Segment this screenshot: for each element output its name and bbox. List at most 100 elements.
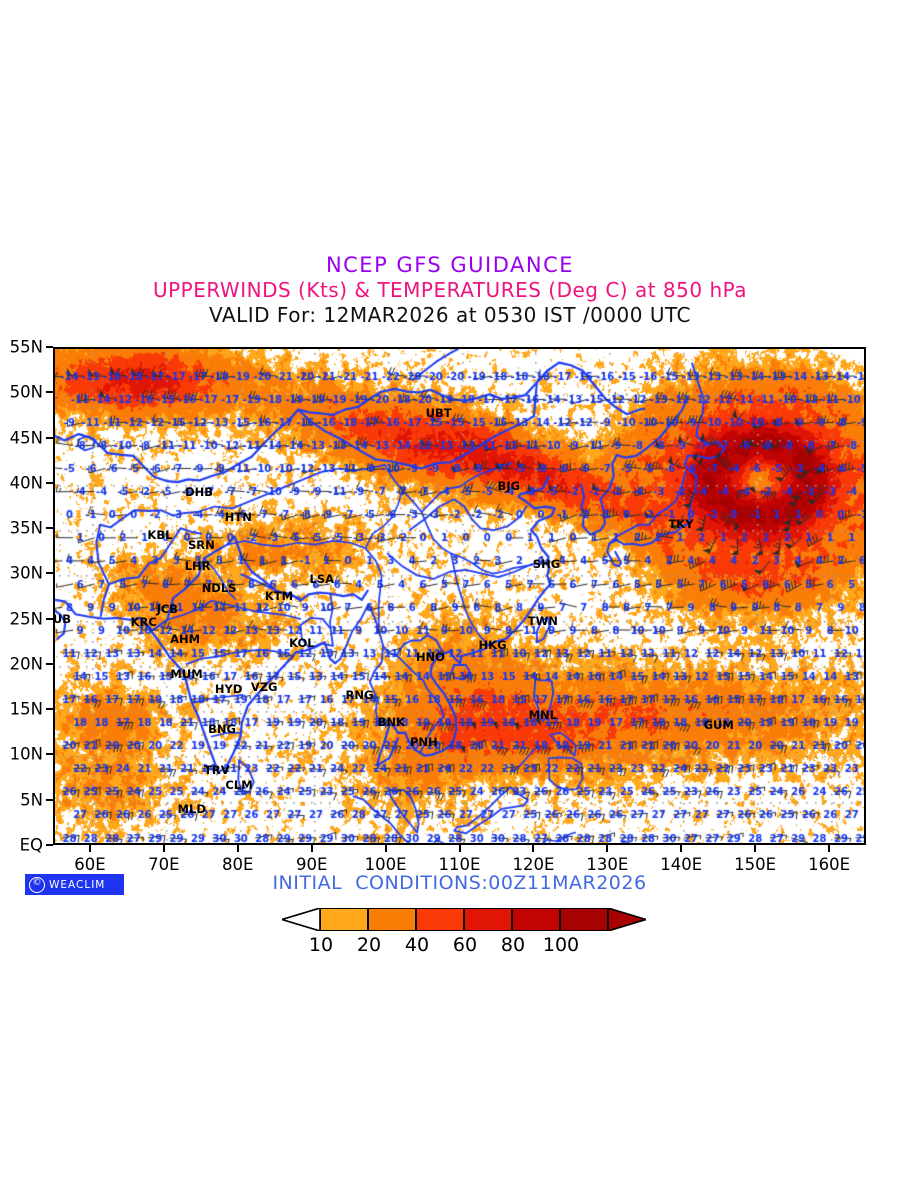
colorbar-over-arrow xyxy=(607,906,649,933)
x-axis-label-160E: 160E xyxy=(808,855,850,874)
colorbar-label-80: 80 xyxy=(500,934,526,956)
y-tick-mark xyxy=(46,572,53,575)
copyright-icon: © xyxy=(29,876,45,893)
station-label-lhr: LHR xyxy=(184,559,211,574)
station-label-dhb: DHB xyxy=(185,485,214,500)
station-label-ahm: AHM xyxy=(170,631,201,646)
station-label-mld: MLD xyxy=(177,801,206,816)
station-label-shg: SHG xyxy=(532,557,561,572)
weaclim-badge: © WEACLIM xyxy=(25,874,124,895)
station-label-krc: KRC xyxy=(130,615,157,630)
station-label-hkg: HKG xyxy=(478,638,507,653)
y-axis-label-5N: 5N xyxy=(20,790,43,810)
y-tick-mark xyxy=(46,708,53,711)
x-axis-label-140E: 140E xyxy=(660,855,703,874)
y-tick-mark xyxy=(46,527,53,530)
colorbar-cell-40 xyxy=(416,908,464,931)
station-label-hno: HNO xyxy=(415,649,445,664)
station-label-dub: DUB xyxy=(53,611,72,626)
map-raster-layer xyxy=(55,349,864,843)
y-tick-mark xyxy=(46,436,53,439)
y-tick-mark xyxy=(46,844,53,846)
station-label-twn: TWN xyxy=(527,613,558,628)
x-axis-label-110E: 110E xyxy=(438,855,481,874)
colorbar-cell-10 xyxy=(320,908,368,931)
initial-conditions-label: INITIAL CONDITIONS:00Z11MAR2026 xyxy=(272,872,647,894)
x-tick-mark xyxy=(828,845,831,852)
x-tick-mark xyxy=(384,845,387,852)
map-plot-area: DHB HTN KBL SRN LHR JCB NDLS KTM LSA DUB KRC AHM KOL… xyxy=(53,347,866,845)
title-line-upperwinds-temperatures: UPPERWINDS (Kts) & TEMPERATURES (Deg C) … xyxy=(152,278,748,302)
x-axis-label-90E: 90E xyxy=(295,855,328,874)
station-label-htn: HTN xyxy=(224,509,252,524)
station-label-bnk: BNK xyxy=(377,715,405,730)
x-tick-mark xyxy=(162,845,165,852)
x-axis-label-60E: 60E xyxy=(74,855,106,874)
colorbar: 10 20 40 60 80 100 xyxy=(0,906,900,966)
y-tick-mark xyxy=(46,346,53,348)
x-tick-mark xyxy=(88,845,91,852)
x-axis-label-130E: 130E xyxy=(586,855,629,874)
station-label-clm: CLM xyxy=(225,777,253,792)
y-axis-label-45N: 45N xyxy=(9,428,43,448)
colorbar-label-40: 40 xyxy=(404,934,430,956)
station-label-ktm: KTM xyxy=(264,589,294,604)
colorbar-label-20: 20 xyxy=(356,934,382,956)
colorbar-cell-80 xyxy=(512,908,560,931)
x-tick-mark xyxy=(458,845,461,852)
y-axis-label-EQ: EQ xyxy=(19,835,43,855)
x-tick-mark xyxy=(310,845,313,852)
chart-title-block: NCEP GFS GUIDANCE UPPERWINDS (Kts) & TEM… xyxy=(0,252,900,328)
colorbar-under-arrow-outline xyxy=(279,906,321,933)
colorbar-tick-labels: 10 20 40 60 80 100 xyxy=(0,934,900,960)
y-axis-label-55N: 55N xyxy=(9,337,43,357)
y-axis-label-40N: 40N xyxy=(9,473,43,493)
station-label-jcb: JCB xyxy=(156,601,179,616)
weaclim-label: WEACLIM xyxy=(49,878,106,891)
station-label-tky: TKY xyxy=(668,516,694,531)
y-axis-label-25N: 25N xyxy=(9,609,43,629)
station-label-kbl: KBL xyxy=(147,527,173,542)
x-tick-mark xyxy=(532,845,535,852)
y-tick-mark xyxy=(46,481,53,484)
title-line-ncep-gfs-guidance: NCEP GFS GUIDANCE xyxy=(325,253,575,277)
x-axis-label-80E: 80E xyxy=(222,855,254,874)
y-tick-mark xyxy=(46,617,53,620)
station-label-hyd: HYD xyxy=(214,682,243,697)
colorbar-cell-20 xyxy=(368,908,416,931)
colorbar-label-10: 10 xyxy=(308,934,334,956)
y-tick-mark xyxy=(46,662,53,665)
y-tick-mark xyxy=(46,798,53,801)
station-label-lsa: LSA xyxy=(309,571,335,586)
wind-speed-shading-canvas xyxy=(55,349,864,843)
colorbar-label-100: 100 xyxy=(542,934,580,956)
y-axis-label-20N: 20N xyxy=(9,654,43,674)
x-axis-label-150E: 150E xyxy=(734,855,777,874)
y-tick-mark xyxy=(46,391,53,394)
x-axis-label-70E: 70E xyxy=(148,855,180,874)
station-label-mum: MUM xyxy=(170,667,203,682)
station-label-mnl: MNL xyxy=(528,707,557,722)
station-label-rng: RNG xyxy=(345,687,374,702)
y-axis-label-10N: 10N xyxy=(9,744,43,764)
colorbar-label-60: 60 xyxy=(452,934,478,956)
station-label-pnh: PNH xyxy=(409,734,438,749)
title-line-valid-for: VALID For: 12MAR2026 at 0530 IST /0000 U… xyxy=(209,303,691,327)
y-axis-label-30N: 30N xyxy=(9,563,43,583)
x-tick-mark xyxy=(236,845,239,852)
station-label-kol: KOL xyxy=(289,636,315,651)
y-axis-label-50N: 50N xyxy=(9,382,43,402)
x-tick-mark xyxy=(606,845,609,852)
colorbar-cell-60 xyxy=(464,908,512,931)
station-label-srn: SRN xyxy=(187,537,215,552)
x-axis-label-120E: 120E xyxy=(512,855,555,874)
colorbar-cells xyxy=(320,908,608,931)
x-tick-mark xyxy=(754,845,757,852)
station-label-ubt: UBT xyxy=(425,406,452,421)
colorbar-cell-100 xyxy=(560,908,608,931)
station-label-ndls: NDLS xyxy=(201,581,237,596)
station-label-bng: BNG xyxy=(208,722,236,737)
y-axis-label-15N: 15N xyxy=(9,699,43,719)
station-label-bjg: BJG xyxy=(497,478,521,493)
